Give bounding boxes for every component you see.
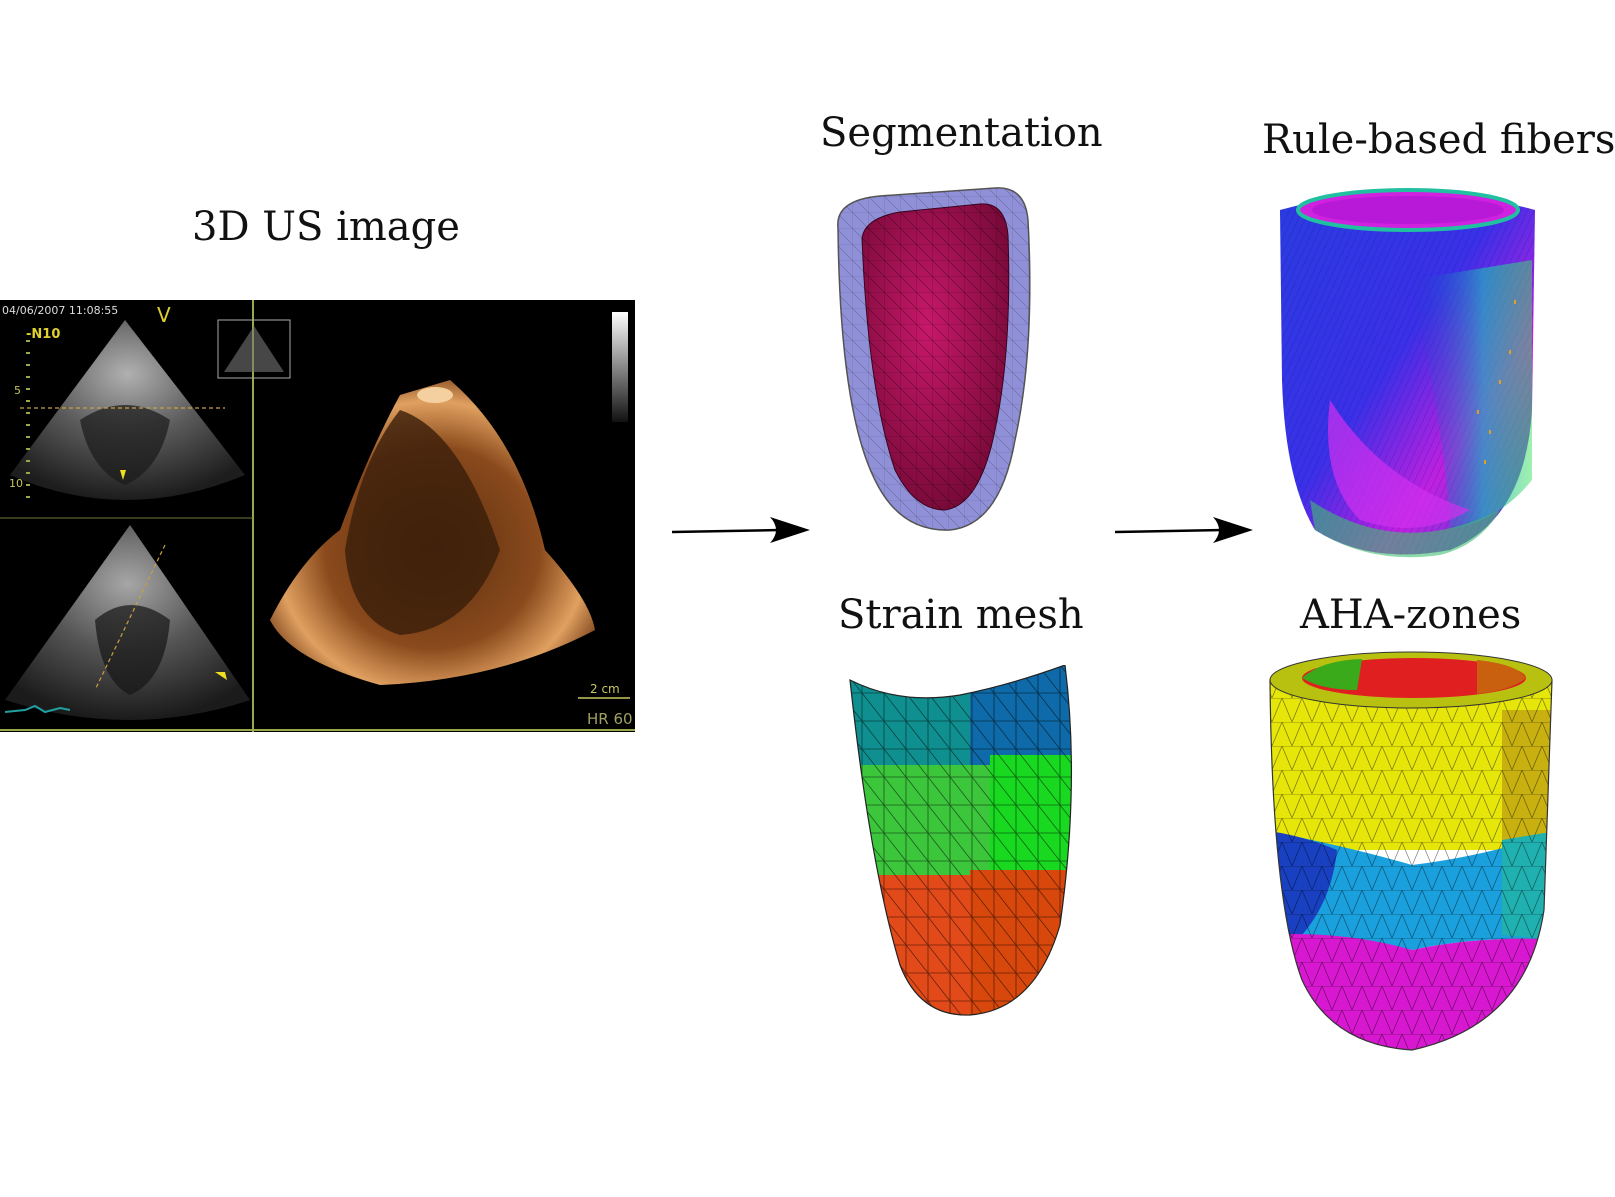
aha-zones-mesh [1269, 651, 1553, 1051]
us-probe-label: -N10 [26, 327, 60, 342]
us-scale-bar: 2 cm [590, 682, 620, 696]
arrow-to-segmentation [671, 517, 810, 543]
strain-mesh [849, 665, 1073, 1016]
title-us-image: 3D US image [192, 204, 460, 250]
us-depth-5: 5 [14, 384, 21, 397]
title-segmentation: Segmentation [820, 110, 1103, 156]
segmentation-mesh [837, 187, 1031, 531]
us-depth-10: 10 [9, 477, 23, 490]
us-view-label: V [157, 303, 171, 327]
title-fibers: Rule-based fibers [1262, 117, 1615, 163]
us-timestamp: 04/06/2007 11:08:55 [2, 304, 118, 317]
title-strain-mesh: Strain mesh [838, 592, 1084, 638]
ultrasound-image: 04/06/2007 11:08:55 V -N10 5 10 2 cm HR … [0, 300, 635, 732]
title-aha-zones: AHA-zones [1300, 592, 1522, 638]
us-heart-rate: HR 60 [587, 710, 633, 728]
fibers-mesh [1280, 188, 1535, 558]
arrow-to-fibers [1114, 517, 1253, 543]
